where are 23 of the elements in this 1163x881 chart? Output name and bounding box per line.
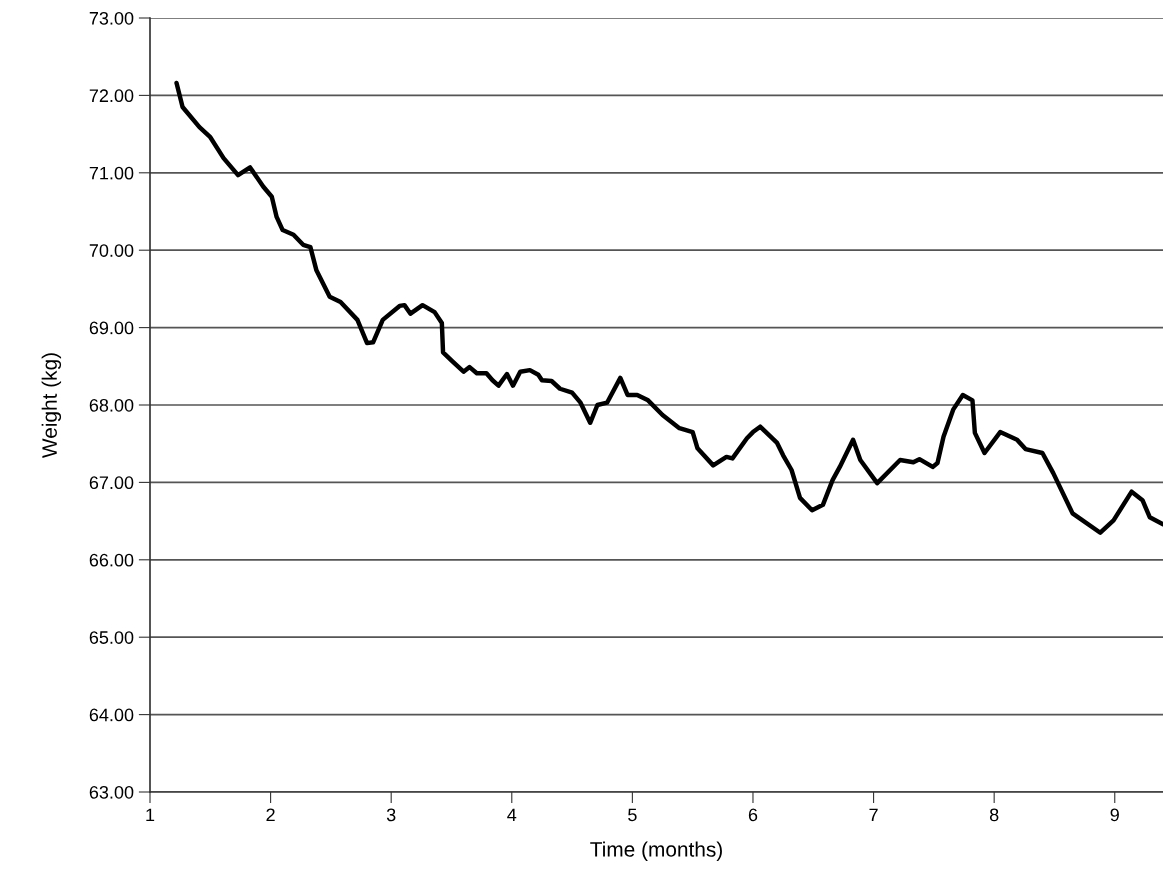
y-tick-label: 65.00 — [89, 631, 134, 644]
y-tick-label: 64.00 — [89, 708, 134, 722]
x-tick-label: 1 — [146, 808, 155, 822]
x-tick-label: 6 — [748, 808, 758, 822]
x-tick-label: 7 — [869, 808, 878, 822]
y-tick-label: 73.00 — [89, 11, 134, 25]
y-tick-label: 68.00 — [89, 398, 134, 412]
x-tick-label: 9 — [1110, 808, 1119, 822]
x-tick-label: 5 — [628, 808, 637, 822]
x-axis-title: Time (months) — [590, 841, 722, 861]
y-tick-label: 72.00 — [89, 89, 134, 103]
y-tick-label: 70.00 — [89, 244, 134, 257]
y-axis-title: Weight (kg) — [41, 353, 62, 458]
line-series — [174, 80, 1163, 535]
x-tick-label: 4 — [507, 808, 517, 822]
x-tick-label: 8 — [989, 808, 999, 822]
y-tick-label: 69.00 — [89, 321, 134, 335]
y-tick-label: 63.00 — [89, 785, 134, 799]
x-tick-label: 3 — [386, 808, 396, 822]
y-tick-label: 71.00 — [89, 166, 134, 180]
y-tick-label: 66.00 — [89, 553, 134, 567]
x-tick-label: 2 — [266, 808, 275, 822]
y-tick-label: 67.00 — [89, 476, 134, 490]
